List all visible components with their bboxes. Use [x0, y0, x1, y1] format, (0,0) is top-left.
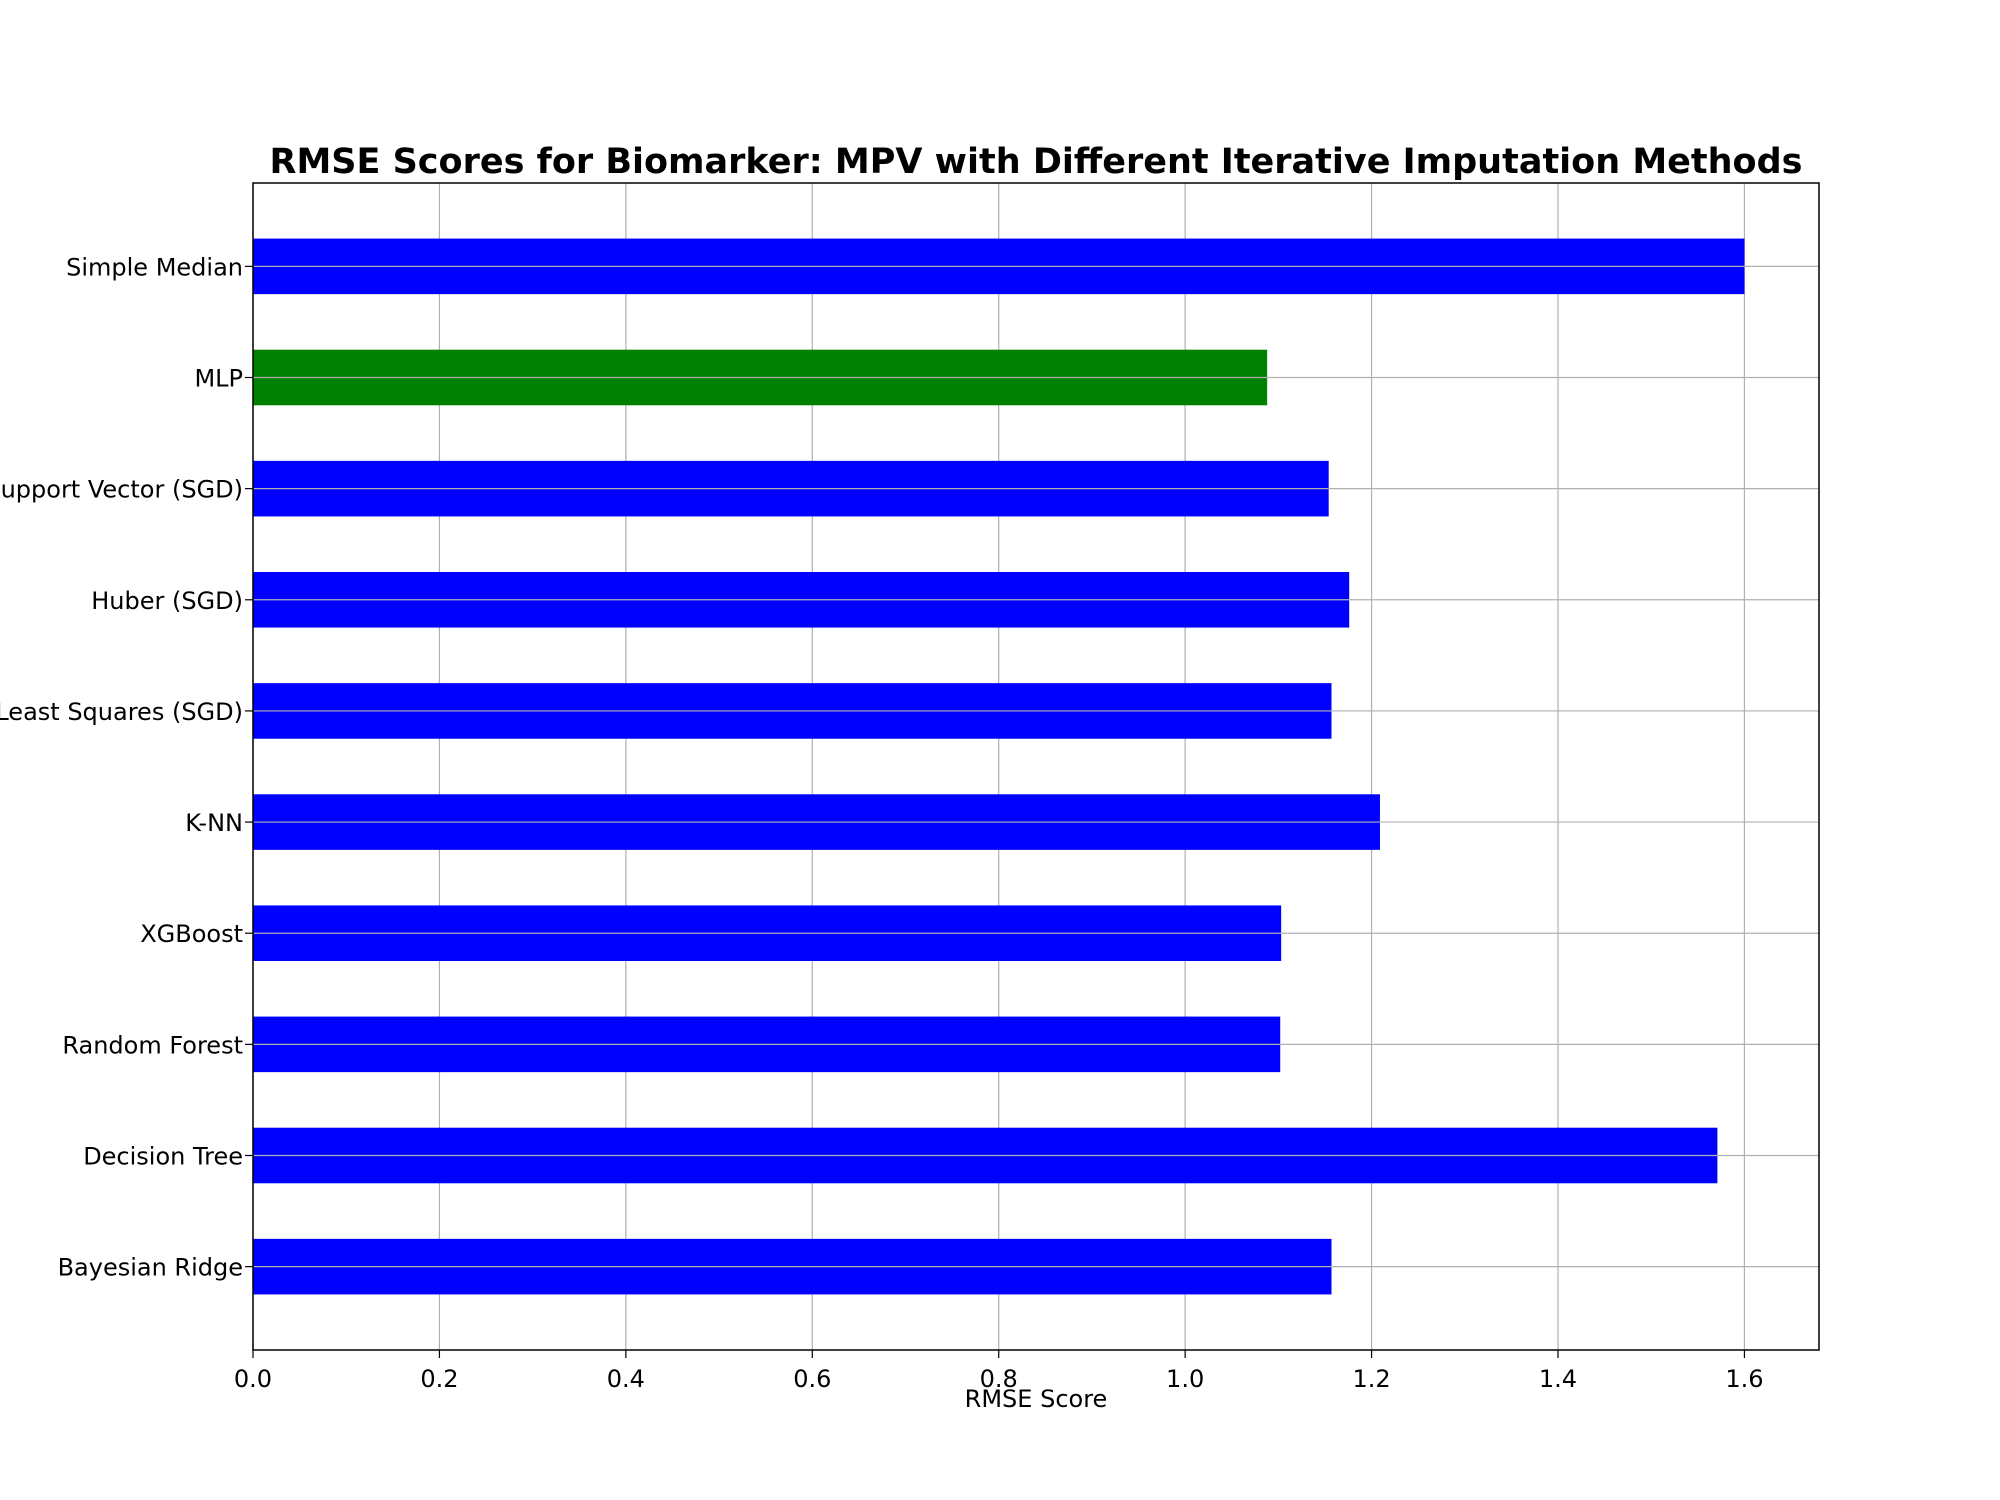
- x-axis-ticks: 0.0 0.2 0.4 0.6 0.8 1.0 1.2 1.4 1.6: [234, 1350, 1764, 1393]
- x-tick-label: 0.8: [980, 1365, 1018, 1393]
- y-tick-label: K-NN: [185, 809, 243, 837]
- x-tick-label: 0.2: [420, 1365, 458, 1393]
- y-tick-label: Simple Median: [66, 253, 243, 281]
- y-grid-lines: [253, 265, 1819, 1268]
- y-axis-ticks: Bayesian Ridge Decision Tree Random Forest…: [0, 253, 253, 1282]
- x-tick-label: 0.6: [793, 1365, 831, 1393]
- y-tick-label: Least Squares (SGD): [0, 698, 243, 726]
- x-tick-label: 1.6: [1725, 1365, 1763, 1393]
- x-tick-label: 1.0: [1166, 1365, 1204, 1393]
- x-tick-label: 0.0: [234, 1365, 272, 1393]
- x-tick-label: 1.2: [1352, 1365, 1390, 1393]
- y-tick-label: Random Forest: [62, 1031, 243, 1059]
- x-tick-label: 0.4: [607, 1365, 645, 1393]
- chart-title: RMSE Scores for Biomarker: MPV with Diff…: [270, 142, 1803, 182]
- y-tick-label: Bayesian Ridge: [58, 1254, 243, 1282]
- y-tick-label: XGBoost: [140, 920, 243, 948]
- x-tick-label: 1.4: [1539, 1365, 1577, 1393]
- plot-frame: [252, 182, 1820, 1351]
- x-axis-label: RMSE Score: [965, 1385, 1108, 1413]
- y-tick-label: MLP: [194, 365, 243, 393]
- y-tick-label: Support Vector (SGD): [0, 476, 243, 504]
- y-tick-label: Decision Tree: [83, 1143, 243, 1171]
- y-tick-label: Huber (SGD): [91, 587, 243, 615]
